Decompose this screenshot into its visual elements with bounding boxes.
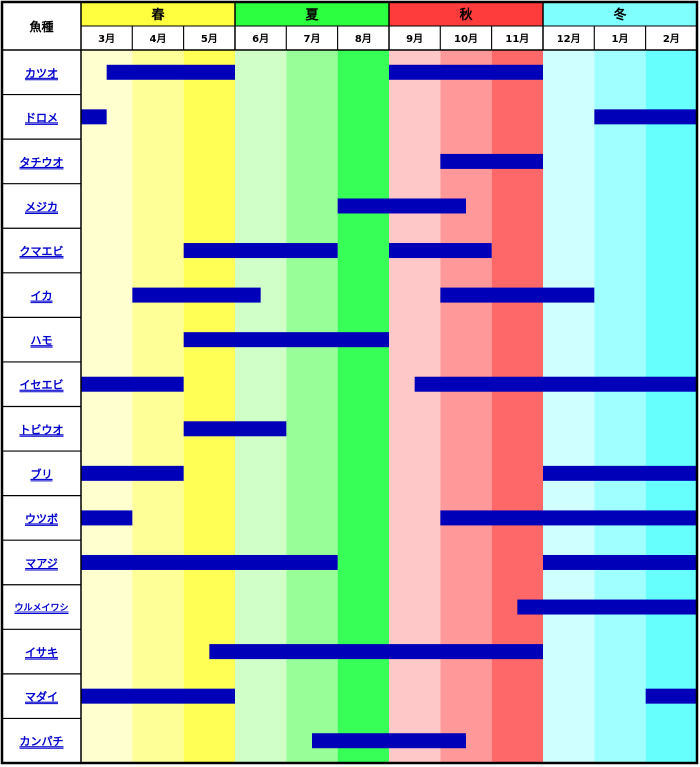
season-bar xyxy=(543,465,697,481)
fish-name-link[interactable]: イカ xyxy=(31,290,53,303)
month-column-bg xyxy=(543,50,595,763)
fish-name-link[interactable]: ドロメ xyxy=(25,111,58,124)
season-bar xyxy=(81,510,133,526)
season-bar xyxy=(312,733,466,749)
fish-name-link[interactable]: メジカ xyxy=(25,200,58,213)
month-label: 7月 xyxy=(304,33,321,45)
season-bar xyxy=(183,332,389,348)
season-label: 夏 xyxy=(304,8,319,23)
season-bar xyxy=(389,243,492,259)
month-header-cell xyxy=(234,25,287,51)
corner-label: 魚種 xyxy=(29,19,53,34)
season-bar xyxy=(183,243,338,259)
fish-name-link[interactable]: ブリ xyxy=(31,467,53,481)
fish-name-link[interactable]: マダイ xyxy=(25,690,58,704)
season-bar xyxy=(440,287,595,303)
season-bar xyxy=(440,153,543,169)
season-bar xyxy=(645,688,697,704)
fish-name-link[interactable]: ハモ xyxy=(31,334,53,347)
fish-name-link[interactable]: トビウオ xyxy=(20,422,64,436)
season-header-cell xyxy=(80,1,236,27)
season-bar xyxy=(81,465,184,481)
season-header-cell xyxy=(388,1,544,27)
season-bar xyxy=(81,554,338,570)
fish-name-link[interactable]: ウツボ xyxy=(25,511,58,525)
season-bar xyxy=(440,510,697,526)
month-label: 1月 xyxy=(612,33,629,45)
season-label: 春 xyxy=(150,7,165,23)
season-bar xyxy=(106,64,236,80)
month-label: 8月 xyxy=(355,33,372,45)
fish-name-link[interactable]: カツオ xyxy=(25,67,58,80)
month-column-bg xyxy=(645,50,697,763)
month-label: 5月 xyxy=(201,33,218,45)
season-bar xyxy=(209,644,544,660)
month-column-bg xyxy=(132,50,184,763)
month-label: 6月 xyxy=(252,33,269,45)
season-bar xyxy=(337,198,466,214)
month-label: 11月 xyxy=(505,33,529,45)
month-header-cell xyxy=(439,25,493,51)
season-bar xyxy=(543,554,697,570)
fish-name-link[interactable]: カンパチ xyxy=(20,735,64,748)
month-column-bg xyxy=(81,50,133,763)
season-bar xyxy=(132,287,261,303)
month-label: 10月 xyxy=(454,33,478,45)
season-bar xyxy=(517,599,697,615)
fish-name-link[interactable]: イサキ xyxy=(25,646,58,659)
fish-name-link[interactable]: マアジ xyxy=(25,557,58,570)
fish-name-link[interactable]: クマエビ xyxy=(20,244,64,258)
fish-name-link[interactable]: タチウオ xyxy=(20,156,64,169)
season-bar xyxy=(81,376,184,392)
month-header-cell xyxy=(285,25,339,51)
season-bar xyxy=(389,64,543,80)
month-label: 9月 xyxy=(406,33,423,45)
season-bar xyxy=(183,421,287,437)
month-label: 4月 xyxy=(150,33,167,45)
season-bar xyxy=(594,109,697,125)
month-column-bg xyxy=(594,50,646,763)
month-label: 2月 xyxy=(663,33,680,45)
month-header-cell xyxy=(183,25,236,51)
season-bar xyxy=(414,376,697,392)
season-label: 冬 xyxy=(613,7,626,23)
month-header-cell xyxy=(593,25,647,51)
season-bar xyxy=(81,688,235,704)
fish-name-link[interactable]: ウルメイワシ xyxy=(14,603,68,614)
month-label: 3月 xyxy=(98,33,115,45)
season-label: 秋 xyxy=(459,7,473,23)
season-bar xyxy=(81,109,107,125)
fish-name-link[interactable]: イセエビ xyxy=(20,378,64,392)
month-label: 12月 xyxy=(557,33,581,45)
